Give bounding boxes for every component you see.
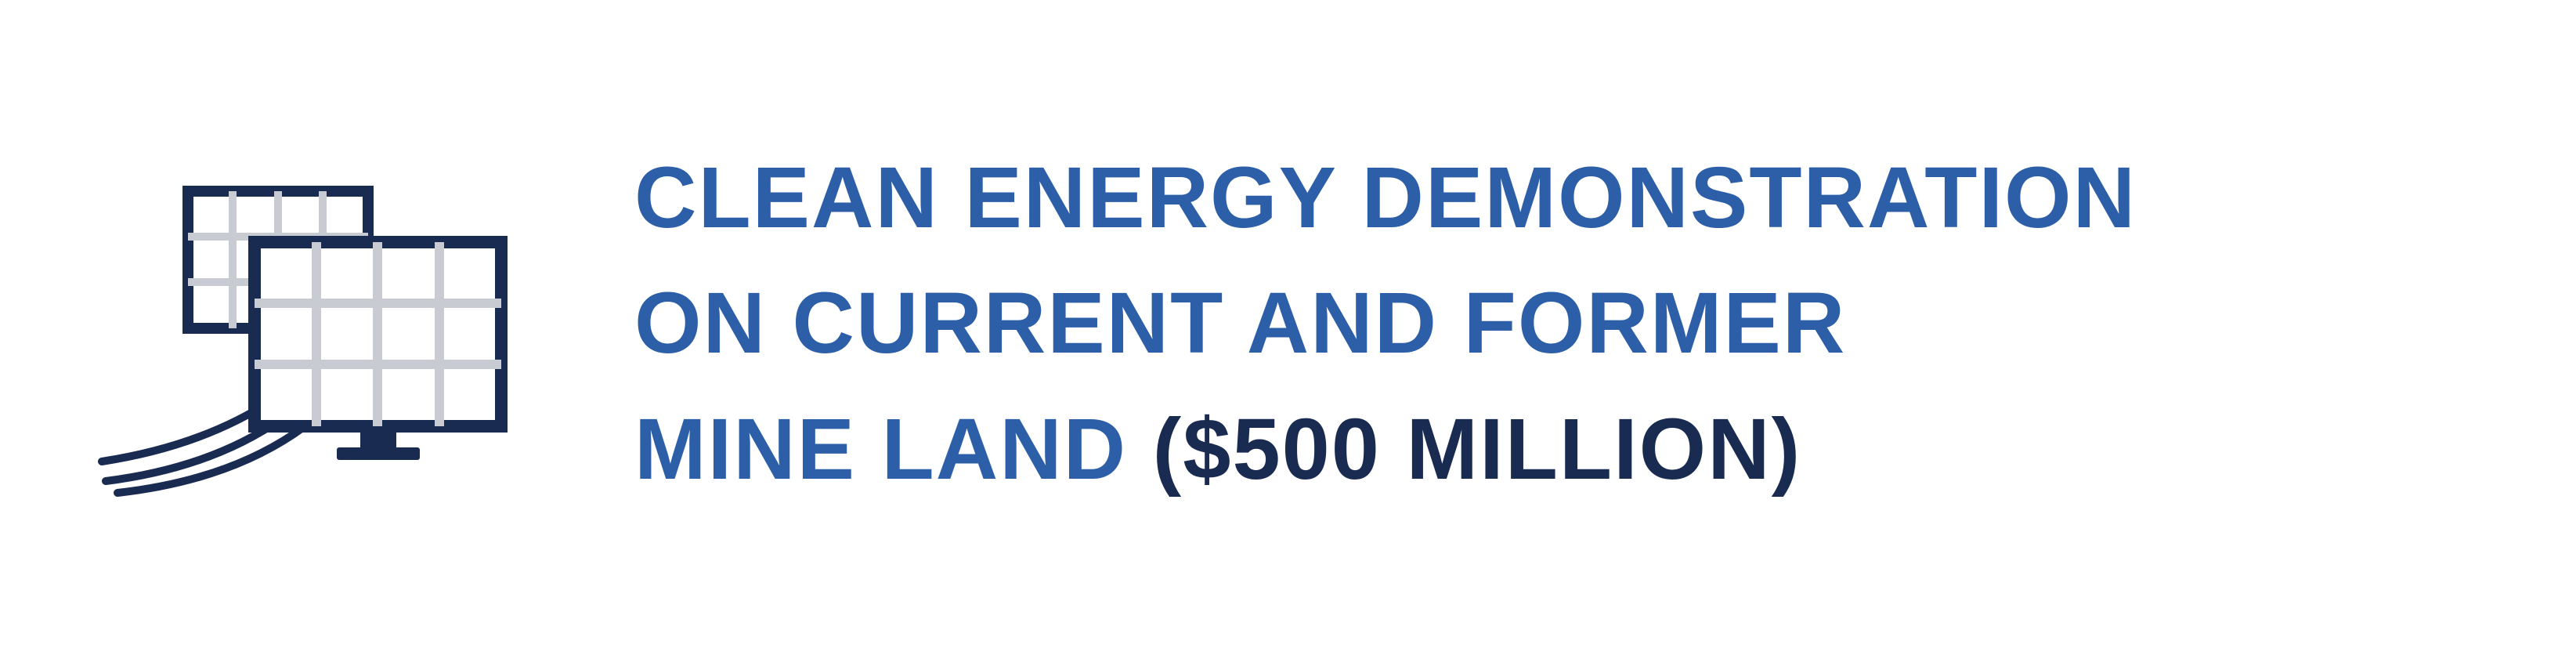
heading-line-1: CLEAN ENERGY DEMONSTRATION	[634, 140, 2137, 257]
infographic-row: CLEAN ENERGY DEMONSTRATION ON CURRENT AN…	[86, 140, 2137, 509]
solar-panels-mine-icon	[86, 148, 540, 501]
heading-block: CLEAN ENERGY DEMONSTRATION ON CURRENT AN…	[634, 140, 2137, 509]
heading-line-3: MINE LAND ($500 MILLION)	[634, 392, 2137, 509]
heading-line-3-primary: MINE LAND	[634, 401, 1153, 498]
heading-line-2: ON CURRENT AND FORMER	[634, 266, 2137, 382]
heading-line-3-secondary: ($500 MILLION)	[1153, 401, 1802, 498]
